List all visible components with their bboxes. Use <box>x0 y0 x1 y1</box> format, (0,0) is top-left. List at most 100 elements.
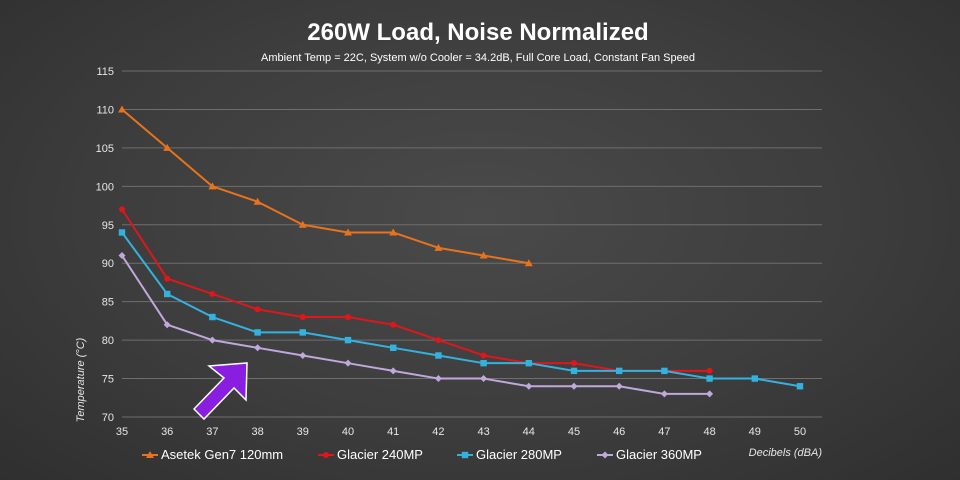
chart-subtitle: Ambient Temp = 22C, System w/o Cooler = … <box>261 52 695 64</box>
arrow-icon <box>192 362 248 421</box>
legend-item: Asetek Gen7 120mm <box>142 447 283 462</box>
y-tick-label: 95 <box>102 220 114 232</box>
data-point <box>706 367 713 374</box>
x-tick-label: 48 <box>703 426 715 438</box>
legend-label: Asetek Gen7 120mm <box>161 447 283 462</box>
series-line <box>121 208 710 372</box>
data-point <box>299 329 306 336</box>
data-point <box>344 336 352 344</box>
x-tick-label: 36 <box>161 426 173 438</box>
data-point <box>661 367 668 375</box>
series-line <box>121 108 529 265</box>
y-axis-ticks: 70 75 80 85 90 95 100 105 110 115 <box>96 66 114 424</box>
series-glacier-240mp <box>119 206 713 374</box>
x-tick-label: 43 <box>477 426 489 438</box>
data-point <box>118 229 126 236</box>
data-point <box>389 228 398 236</box>
data-point <box>435 352 442 359</box>
x-tick-label: 47 <box>658 426 670 438</box>
data-point <box>525 359 532 367</box>
series-layer <box>118 105 804 398</box>
data-point <box>118 252 126 260</box>
data-point <box>480 359 487 367</box>
data-point <box>615 382 623 390</box>
series-line <box>121 254 710 395</box>
x-tick-label: 50 <box>794 426 806 438</box>
x-tick-label: 46 <box>613 426 625 438</box>
legend-label: Glacier 240MP <box>337 447 423 462</box>
legend-label: Glacier 280MP <box>476 447 562 462</box>
y-tick-label: 90 <box>102 258 114 270</box>
x-tick-label: 49 <box>749 426 761 438</box>
y-tick-label: 115 <box>96 66 114 78</box>
data-point <box>751 375 758 382</box>
data-point <box>524 259 533 267</box>
data-point <box>344 228 352 236</box>
data-point <box>660 390 668 398</box>
x-tick-label: 38 <box>251 426 263 438</box>
data-point <box>479 251 488 259</box>
y-tick-label: 100 <box>96 181 114 193</box>
data-point <box>796 383 804 390</box>
data-point <box>299 314 306 321</box>
data-point <box>435 337 442 344</box>
y-tick-label: 75 <box>102 374 114 386</box>
data-point <box>571 360 577 367</box>
data-point <box>164 275 171 282</box>
annotation-arrow <box>192 362 248 421</box>
data-point <box>208 182 217 190</box>
x-tick-label: 35 <box>116 426 128 438</box>
chart-title: 260W Load, Noise Normalized <box>307 19 648 46</box>
data-point <box>254 306 261 313</box>
data-point <box>209 313 216 321</box>
data-point <box>390 344 397 351</box>
data-point <box>299 351 307 359</box>
data-point <box>254 344 262 352</box>
data-point <box>390 321 397 328</box>
legend-item: Glacier 240MP <box>318 447 423 462</box>
legend-label: Glacier 360MP <box>616 447 702 462</box>
data-point <box>616 367 623 375</box>
data-point <box>525 382 533 390</box>
y-tick-label: 105 <box>96 143 114 155</box>
legend-item: Glacier 280MP <box>457 447 562 462</box>
data-point <box>118 105 126 113</box>
data-point <box>298 220 307 228</box>
data-point <box>706 375 713 382</box>
x-tick-label: 44 <box>523 426 535 438</box>
data-point <box>461 451 469 459</box>
data-point <box>706 390 714 398</box>
data-point <box>146 451 154 458</box>
data-point <box>601 451 609 459</box>
data-point <box>253 197 262 205</box>
series-asetek-gen7-120mm <box>118 105 533 267</box>
data-point <box>119 206 125 213</box>
data-point <box>323 452 329 458</box>
data-point <box>480 352 487 359</box>
data-point <box>163 143 172 151</box>
data-point <box>389 367 397 375</box>
legend: Asetek Gen7 120mm Glacier 240MP Glacier 28… <box>142 447 702 462</box>
data-point <box>570 382 578 390</box>
x-tick-label: 40 <box>342 426 354 438</box>
x-axis-label: Decibels (dBA) <box>749 447 823 459</box>
series-line <box>121 231 801 388</box>
y-tick-label: 80 <box>102 335 114 347</box>
data-point <box>345 314 351 321</box>
legend-item: Glacier 360MP <box>597 447 702 462</box>
data-point <box>208 336 216 344</box>
data-point <box>434 243 443 251</box>
x-tick-label: 41 <box>387 426 399 438</box>
y-tick-label: 70 <box>102 412 114 424</box>
x-axis-ticks: 35 36 37 38 39 40 41 42 43 44 45 46 47 48 49 50 <box>116 426 806 438</box>
data-point <box>164 290 171 298</box>
data-point <box>163 321 171 329</box>
data-point <box>209 290 216 297</box>
series-glacier-360mp <box>118 252 714 398</box>
x-tick-label: 39 <box>297 426 309 438</box>
data-point <box>570 367 578 375</box>
data-point <box>480 375 488 383</box>
data-point <box>344 359 352 367</box>
data-point <box>254 329 261 336</box>
